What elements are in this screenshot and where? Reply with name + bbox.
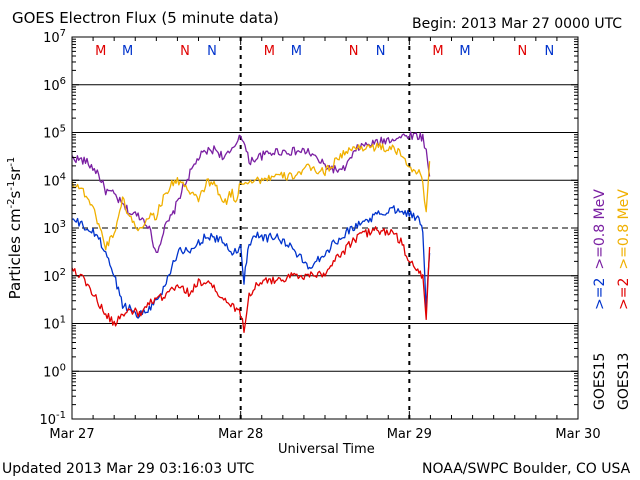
legend-group: GOES15 >=2>=0.8 MeV [592, 189, 608, 410]
updated-timestamp: Updated 2013 Mar 29 03:16:03 UTC [2, 461, 255, 477]
begin-date: Begin: 2013 Mar 27 0000 UTC [412, 16, 623, 32]
legend-satellite-label: GOES15 [592, 353, 608, 410]
chart-title: GOES Electron Flux (5 minute data) [12, 9, 279, 27]
y-tick-label: 10-1 [39, 410, 66, 428]
legend: GOES15 >=2>=0.8 MeV GOES13 >=2>=0.8 MeV [592, 189, 632, 410]
legend-threshold-label: >=2>=0.8 MeV [616, 189, 632, 310]
legend-group: GOES13 >=2>=0.8 MeV [616, 189, 632, 410]
orbit-marker-label: M [432, 44, 443, 59]
y-tick-label: 102 [43, 267, 66, 285]
x-tick-label: Mar 30 [555, 427, 600, 442]
orbit-marker-label: M [95, 44, 106, 59]
legend-threshold-label: >=2>=0.8 MeV [592, 189, 608, 310]
y-tick-label: 104 [43, 171, 66, 189]
y-tick-label: 101 [43, 315, 66, 333]
y-tick-label: 100 [43, 362, 66, 380]
credit-text: NOAA/SWPC Boulder, CO USA [422, 461, 631, 477]
orbit-marker-label: N [207, 44, 217, 59]
y-tick-label: 105 [43, 124, 66, 142]
orbit-marker-label: M [291, 44, 302, 59]
series-line [71, 226, 431, 334]
y-tick-label: 107 [43, 28, 66, 46]
orbit-marker-label: M [459, 44, 470, 59]
legend-satellite-label: GOES13 [616, 353, 632, 410]
x-axis-label: Universal Time [278, 442, 375, 457]
series-line [71, 205, 431, 319]
x-tick-label: Mar 27 [49, 427, 94, 442]
series-line [71, 131, 431, 254]
orbit-marker-label: N [349, 44, 359, 59]
orbit-marker-label: N [544, 44, 554, 59]
orbit-marker-label: N [180, 44, 190, 59]
x-tick-label: Mar 29 [387, 427, 432, 442]
series-line [71, 142, 431, 251]
svg-text:Particles cm-2s-1sr-1: Particles cm-2s-1sr-1 [6, 157, 24, 300]
orbit-marker-label: M [122, 44, 133, 59]
series-lines [71, 131, 431, 334]
y-tick-label: 103 [43, 219, 66, 237]
orbit-marker-label: N [517, 44, 527, 59]
y-tick-label: 106 [43, 76, 66, 94]
y-axis-label: Particles cm-2s-1sr-1 [6, 157, 24, 300]
orbit-marker-label: M [264, 44, 275, 59]
orbit-marker-label: N [376, 44, 386, 59]
x-tick-label: Mar 28 [218, 427, 263, 442]
